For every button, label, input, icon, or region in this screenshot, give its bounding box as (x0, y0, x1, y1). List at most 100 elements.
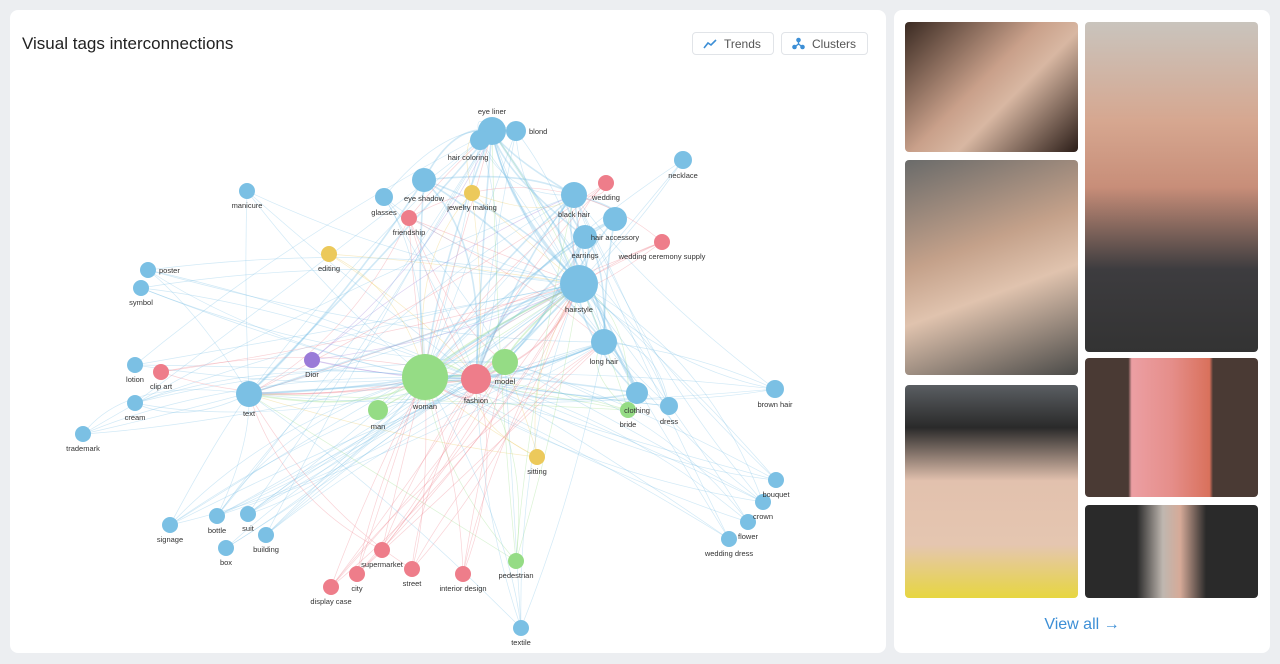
graph-node[interactable] (513, 620, 529, 636)
graph-node[interactable] (209, 508, 225, 524)
graph-node[interactable] (573, 225, 597, 249)
graph-edge (147, 269, 605, 343)
graph-edge (134, 283, 580, 366)
graph-edge (248, 393, 517, 562)
graph-node[interactable] (464, 185, 480, 201)
graph-edge (578, 283, 776, 390)
graph-edge (408, 187, 575, 219)
graph-node[interactable] (768, 472, 784, 488)
graph-node[interactable] (660, 397, 678, 415)
graph-edge (356, 283, 580, 575)
node-label: crown (753, 512, 773, 521)
graph-node[interactable] (603, 207, 627, 231)
graph-node[interactable] (402, 354, 448, 400)
graph-edge (248, 179, 425, 395)
graph-node[interactable] (620, 402, 636, 418)
graph-node[interactable] (755, 494, 771, 510)
graph-edge (520, 341, 605, 629)
graph-node[interactable] (674, 151, 692, 169)
graph-edge (356, 376, 426, 575)
graph-node[interactable] (349, 566, 365, 582)
graph-edge (411, 341, 605, 570)
node-label: hairstyle (565, 305, 593, 314)
gallery-thumbnail[interactable] (905, 385, 1078, 598)
graph-node[interactable] (140, 262, 156, 278)
graph-edge (424, 241, 663, 378)
graph-node[interactable] (162, 517, 178, 533)
gallery-thumbnail[interactable] (905, 22, 1078, 152)
graph-node[interactable] (598, 175, 614, 191)
graph-node[interactable] (374, 542, 390, 558)
graph-edge (311, 130, 493, 361)
graph-node[interactable] (75, 426, 91, 442)
gallery-thumbnail[interactable] (1085, 22, 1258, 352)
graph-node[interactable] (654, 234, 670, 250)
clusters-button[interactable]: Clusters (781, 32, 868, 55)
tag-network-graph[interactable]: blond eye liner hair coloring necklace manic… (10, 10, 886, 653)
node-label: dress (660, 417, 679, 426)
graph-edge (328, 253, 580, 285)
graph-node[interactable] (626, 382, 648, 404)
graph-node[interactable] (127, 357, 143, 373)
graph-edge (134, 361, 506, 404)
graph-edge (383, 196, 426, 378)
graph-node[interactable] (461, 364, 491, 394)
graph-node[interactable] (304, 352, 320, 368)
node-label: street (403, 579, 423, 588)
node-label: supermarket (361, 560, 404, 569)
graph-labels: blond eye liner hair coloring necklace manic… (66, 107, 793, 647)
graph-node[interactable] (508, 553, 524, 569)
node-label: pedestrian (498, 571, 533, 580)
graph-node[interactable] (321, 246, 337, 262)
graph-node[interactable] (455, 566, 471, 582)
graph-node[interactable] (401, 210, 417, 226)
graph-node[interactable] (127, 395, 143, 411)
graph-node[interactable] (591, 329, 617, 355)
graph-edge (377, 283, 580, 411)
view-all-link[interactable]: View all → (1044, 616, 1120, 633)
graph-node[interactable] (766, 380, 784, 398)
node-label: glasses (371, 208, 397, 217)
graph-edge (424, 376, 522, 629)
gallery-thumbnail[interactable] (905, 160, 1078, 375)
graph-node[interactable] (153, 364, 169, 380)
graph-node[interactable] (561, 182, 587, 208)
graph-edge (411, 378, 477, 570)
graph-node[interactable] (470, 130, 490, 150)
graph-edge (603, 341, 776, 390)
node-label: long hair (590, 357, 619, 366)
graph-node[interactable] (740, 514, 756, 530)
graph-edge (247, 376, 426, 515)
node-label: building (253, 545, 279, 554)
graph-node[interactable] (506, 121, 526, 141)
graph-edge (573, 194, 638, 394)
graph-node[interactable] (258, 527, 274, 543)
graph-node[interactable] (133, 280, 149, 296)
gallery-thumbnail[interactable] (1085, 358, 1258, 497)
graph-node[interactable] (323, 579, 339, 595)
graph-node[interactable] (721, 531, 737, 547)
graph-edge (424, 182, 607, 378)
trends-button[interactable]: Trends (692, 32, 774, 55)
graph-node[interactable] (560, 265, 598, 303)
graph-node[interactable] (218, 540, 234, 556)
graph-node[interactable] (404, 561, 420, 577)
graph-node[interactable] (375, 188, 393, 206)
node-label: cream (125, 413, 146, 422)
graph-node[interactable] (368, 400, 388, 420)
graph-node[interactable] (412, 168, 436, 192)
graph-node[interactable] (239, 183, 255, 199)
graph-edge (475, 283, 580, 380)
graph-edge (475, 130, 517, 380)
graph-node[interactable] (492, 349, 518, 375)
gallery-thumbnail[interactable] (1085, 505, 1258, 598)
graph-node[interactable] (529, 449, 545, 465)
node-label: bottle (208, 526, 226, 535)
graph-edge (134, 130, 493, 366)
graph-node[interactable] (240, 506, 256, 522)
graph-edge (408, 217, 506, 363)
graph-edge (381, 283, 580, 551)
node-label: fashion (464, 396, 488, 405)
graph-node[interactable] (236, 381, 262, 407)
graph-edge (265, 130, 493, 536)
